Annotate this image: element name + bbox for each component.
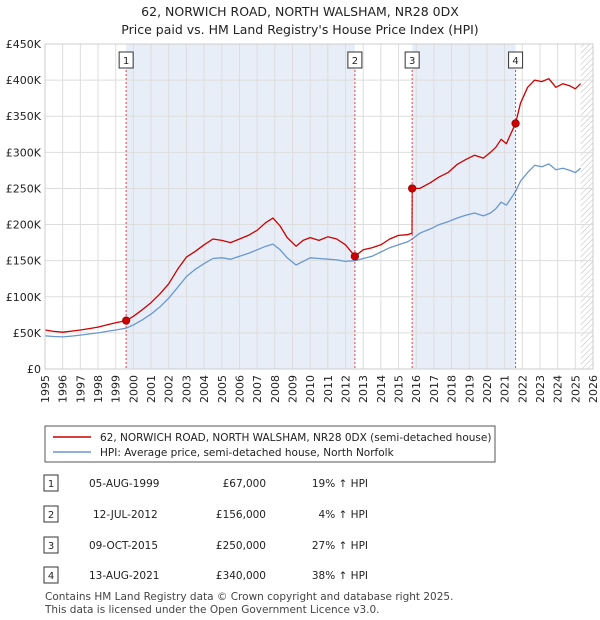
x-tick-label: 2014 — [375, 375, 388, 403]
x-tick-label: 2012 — [340, 375, 353, 403]
x-tick-label: 2019 — [463, 375, 476, 403]
x-tick-label: 2017 — [428, 375, 441, 403]
y-tick-label: £350K — [6, 110, 42, 123]
x-tick-label: 2026 — [587, 375, 600, 403]
y-axis-ticks: £0 £50K £100K £150K £200K £250K £300K £350K £400… — [6, 38, 42, 376]
footer-line-1: Contains HM Land Registry data © Crown c… — [45, 591, 453, 603]
table-badge-3-text: 3 — [48, 541, 54, 552]
series-lines — [45, 78, 582, 338]
event-badge-text-2: 2 — [352, 56, 358, 67]
x-tick-label: 1996 — [57, 375, 70, 403]
table-pct: 19% ↑ HPI — [312, 478, 368, 490]
y-tick-label: £300K — [6, 146, 42, 159]
x-tick-label: 2007 — [251, 375, 264, 403]
table-price: £250,000 — [216, 540, 266, 552]
table-badge-3 — [43, 536, 59, 554]
event-dot-4 — [511, 119, 520, 128]
table-badge-1 — [43, 474, 59, 492]
table-date: 13-AUG-2021 — [89, 570, 159, 582]
sales-table: 1 05-AUG-1999 £67,000 19% ↑ HPI 2 12-JUL… — [43, 474, 368, 584]
x-tick-label: 2008 — [269, 375, 282, 403]
table-row: 4 13-AUG-2021 £340,000 38% ↑ HPI — [43, 566, 368, 584]
y-tick-label: £450K — [6, 38, 42, 51]
x-tick-label: 2004 — [198, 375, 211, 403]
table-date: 05-AUG-1999 — [89, 478, 159, 490]
table-date: 09-OCT-2015 — [89, 540, 158, 552]
x-tick-label: 2025 — [569, 375, 582, 403]
legend-box — [44, 425, 496, 463]
chart-title: 62, NORWICH ROAD, NORTH WALSHAM, NR28 0D… — [141, 4, 459, 19]
table-badge-1-text: 1 — [48, 479, 54, 490]
table-badge-2-text: 2 — [48, 510, 54, 521]
legend-label-hpi: HPI: Average price, semi-detached house,… — [100, 447, 395, 459]
x-tick-label: 2002 — [163, 375, 176, 403]
ownership-shade-1 — [126, 44, 355, 369]
table-price: £340,000 — [216, 570, 266, 582]
x-tick-label: 1995 — [39, 375, 52, 403]
x-tick-label: 2011 — [322, 375, 335, 403]
event-badge-2 — [347, 51, 363, 69]
event-badge-3 — [404, 51, 420, 69]
table-row: 2 12-JUL-2012 £156,000 4% ↑ HPI — [43, 505, 368, 523]
forecast-hatch — [580, 44, 593, 369]
x-tick-label: 1998 — [92, 375, 105, 403]
event-badge-text-1: 1 — [123, 56, 129, 67]
x-tick-label: 2001 — [145, 375, 158, 403]
event-dot-1 — [122, 316, 131, 325]
y-tick-label: £100K — [6, 291, 42, 304]
x-tick-label: 2010 — [304, 375, 317, 403]
ownership-shade-2 — [412, 44, 516, 369]
event-dot-3 — [408, 184, 417, 193]
table-price: £156,000 — [216, 509, 266, 521]
table-badge-4 — [43, 566, 59, 584]
plot-frame — [44, 43, 594, 370]
hpi-line — [45, 163, 582, 338]
y-tick-label: £0 — [27, 363, 41, 376]
x-tick-label: 2020 — [481, 375, 494, 403]
y-tick-label: £50K — [13, 327, 42, 340]
table-pct: 27% ↑ HPI — [312, 540, 368, 552]
x-tick-label: 2022 — [516, 375, 529, 403]
event-badge-text-4: 4 — [512, 56, 518, 67]
x-tick-label: 2024 — [552, 375, 565, 403]
legend-label-price: 62, NORWICH ROAD, NORTH WALSHAM, NR28 0D… — [100, 432, 491, 444]
event-markers: 1 2 3 4 — [118, 51, 524, 369]
x-tick-label: 2009 — [286, 375, 299, 403]
x-tick-label: 2006 — [233, 375, 246, 403]
event-badge-1 — [118, 51, 134, 69]
table-row: 3 09-OCT-2015 £250,000 27% ↑ HPI — [43, 536, 368, 554]
table-price: £67,000 — [223, 478, 266, 490]
x-tick-label: 2023 — [534, 375, 547, 403]
y-tick-label: £250K — [6, 182, 42, 195]
event-badge-text-3: 3 — [409, 56, 415, 67]
table-badge-2 — [43, 505, 59, 523]
event-badge-4 — [508, 51, 524, 69]
x-tick-label: 2003 — [180, 375, 193, 403]
table-pct: 4% ↑ HPI — [319, 509, 368, 521]
x-tick-label: 2016 — [410, 375, 423, 403]
y-tick-label: £200K — [6, 219, 42, 232]
table-date: 12-JUL-2012 — [93, 509, 158, 521]
x-tick-label: 1997 — [74, 375, 87, 403]
x-tick-label: 2018 — [446, 375, 459, 403]
x-tick-label: 2000 — [127, 375, 140, 403]
x-tick-label: 1999 — [110, 375, 123, 403]
footer-line-2: This data is licensed under the Open Gov… — [44, 604, 380, 616]
x-tick-label: 2013 — [357, 375, 370, 403]
legend: 62, NORWICH ROAD, NORTH WALSHAM, NR28 0D… — [44, 425, 496, 463]
table-badge-4-text: 4 — [48, 571, 54, 582]
table-pct: 38% ↑ HPI — [312, 570, 368, 582]
x-tick-label: 2021 — [499, 375, 512, 403]
y-tick-label: £400K — [6, 74, 42, 87]
chart-subtitle: Price paid vs. HM Land Registry's House … — [121, 22, 478, 37]
table-row: 1 05-AUG-1999 £67,000 19% ↑ HPI — [43, 474, 368, 492]
x-tick-label: 2015 — [393, 375, 406, 403]
x-axis-ticks: 1995 1996 1997 1998 1999 2000 2001 2002 2003 2004… — [39, 375, 600, 403]
y-tick-label: £150K — [6, 255, 42, 268]
price-paid-line — [45, 78, 582, 333]
x-tick-label: 2005 — [216, 375, 229, 403]
event-dot-2 — [350, 252, 359, 261]
